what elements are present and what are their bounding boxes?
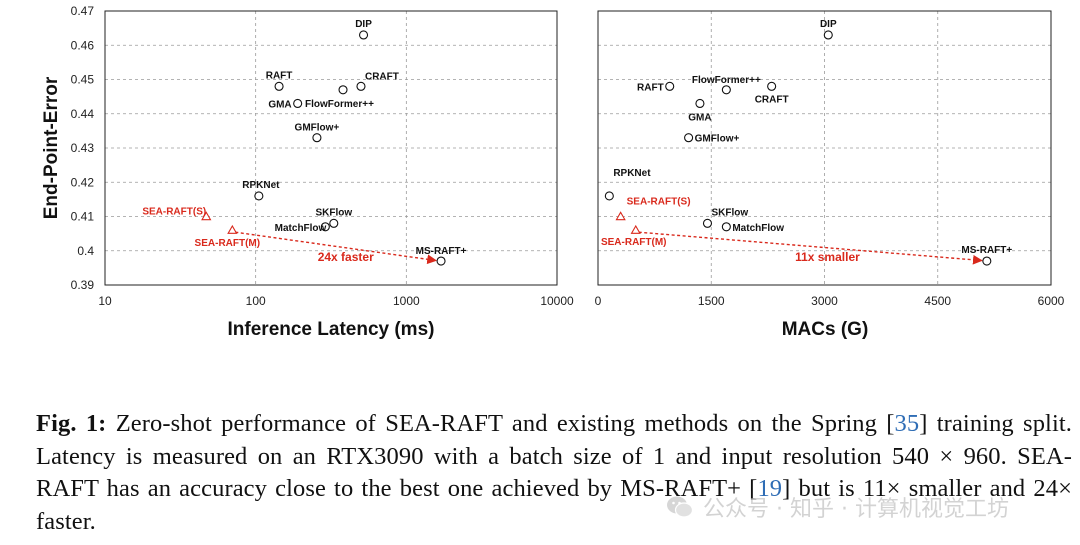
point-gmflow [312,133,322,143]
y-tick-label: 0.43 [71,141,95,155]
arrow-label: 24x faster [318,250,374,264]
arrow-label: 11x smaller [795,250,860,264]
point-label: FlowFormer++ [305,99,374,110]
point-raft [274,81,284,91]
citation-link[interactable]: 19 [757,475,783,502]
point-rpknet [254,191,264,201]
y-tick-label: 0.41 [71,210,95,224]
point-raft [665,81,675,91]
point-sea-raft-s [201,211,212,221]
x-tick-label: 3000 [811,294,838,308]
y-tick-label: 0.4 [77,244,94,258]
point-label: SEA-RAFT(M) [195,238,261,249]
point-label: SKFlow [315,207,352,218]
point-ms-raft [436,256,446,266]
point-label: SKFlow [711,207,748,218]
macs-chart: 0 1500 3000 4500 6000 MACs (G) 11x smaller DIP R… [595,10,1065,340]
point-rpknet [604,191,614,201]
point-label: DIP [820,19,837,30]
figure-caption: Fig. 1: Zero-shot performance of SEA-RAF… [36,408,1072,538]
plot-frame [597,10,1052,286]
point-label: GMFlow+ [295,123,340,134]
arrow-annotation [638,231,983,265]
point-label: RPKNet [242,180,280,191]
point-label: GMFlow+ [695,134,740,145]
point-flowformer [338,85,348,95]
point-label: RAFT [266,70,293,81]
plot-frame [104,10,558,286]
x-tick-label: 0 [595,294,602,308]
latency-chart: 0.39 0.4 0.41 0.42 0.43 0.44 0.45 0.46 0.47 10 100… [41,4,574,340]
figure: 0.39 0.4 0.41 0.42 0.43 0.44 0.45 0.46 0.47 10 100… [41,4,1065,340]
point-sea-raft-s [615,211,626,221]
point-label: MS-RAFT+ [961,245,1012,256]
x-tick-label: 1500 [698,294,725,308]
y-tick-label: 0.42 [71,175,95,189]
point-label: CRAFT [365,71,399,82]
point-sea-raft-m [227,224,238,234]
point-label: RAFT [637,82,664,93]
point-label: RPKNet [613,168,651,179]
caption-text-3: ] but is 11× smaller and 24× faster. [36,475,1073,535]
point-label: MatchFlow [732,223,784,234]
x-tick-label: 4500 [924,294,951,308]
point-label: MS-RAFT+ [416,246,467,257]
caption-text-2: ] training split. Latency is measured on… [36,410,1072,502]
point-label: GMA [688,112,711,123]
point-matchflow [721,222,731,232]
point-sea-raft-m [630,224,641,234]
x-axis-title: MACs (G) [782,319,869,340]
point-label: CRAFT [755,94,789,105]
citation-link[interactable]: 35 [894,410,920,437]
point-label: SEA-RAFT(S) [142,207,206,218]
point-ms-raft [982,256,992,266]
caption-text-1: Zero-shot performance of SEA-RAFT and ex… [106,410,895,437]
point-label: SEA-RAFT(S) [627,197,691,208]
y-tick-label: 0.47 [71,4,95,18]
point-matchflow [320,222,330,232]
y-tick-label: 0.46 [71,38,95,52]
point-label: FlowFormer++ [692,75,761,86]
point-label: GMA [268,99,291,110]
point-gmflow [684,133,694,143]
x-tick-label: 10 [98,294,112,308]
x-tick-label: 1000 [393,294,420,308]
y-tick-label: 0.45 [71,73,95,87]
point-skflow [329,218,339,228]
point-skflow [702,218,713,228]
point-label: MatchFlow [275,223,327,234]
x-tick-label: 100 [246,294,266,308]
y-tick-label: 0.44 [71,107,95,121]
point-label: SEA-RAFT(M) [601,237,667,248]
caption-label: Fig. 1: [36,410,107,437]
point-flowformer [721,85,731,95]
x-tick-label: 10000 [540,294,574,308]
point-gma [293,98,303,109]
y-tick-label: 0.39 [71,278,95,292]
x-axis-title: Inference Latency (ms) [228,319,435,340]
arrow-annotation [235,231,438,265]
point-dip [823,30,833,40]
x-tick-label: 6000 [1038,294,1065,308]
point-label: DIP [355,19,372,30]
y-axis-title: End-Point-Error [41,76,62,219]
point-craft [767,81,777,91]
point-craft [356,81,366,91]
point-gma [695,98,705,109]
point-dip [358,30,369,40]
